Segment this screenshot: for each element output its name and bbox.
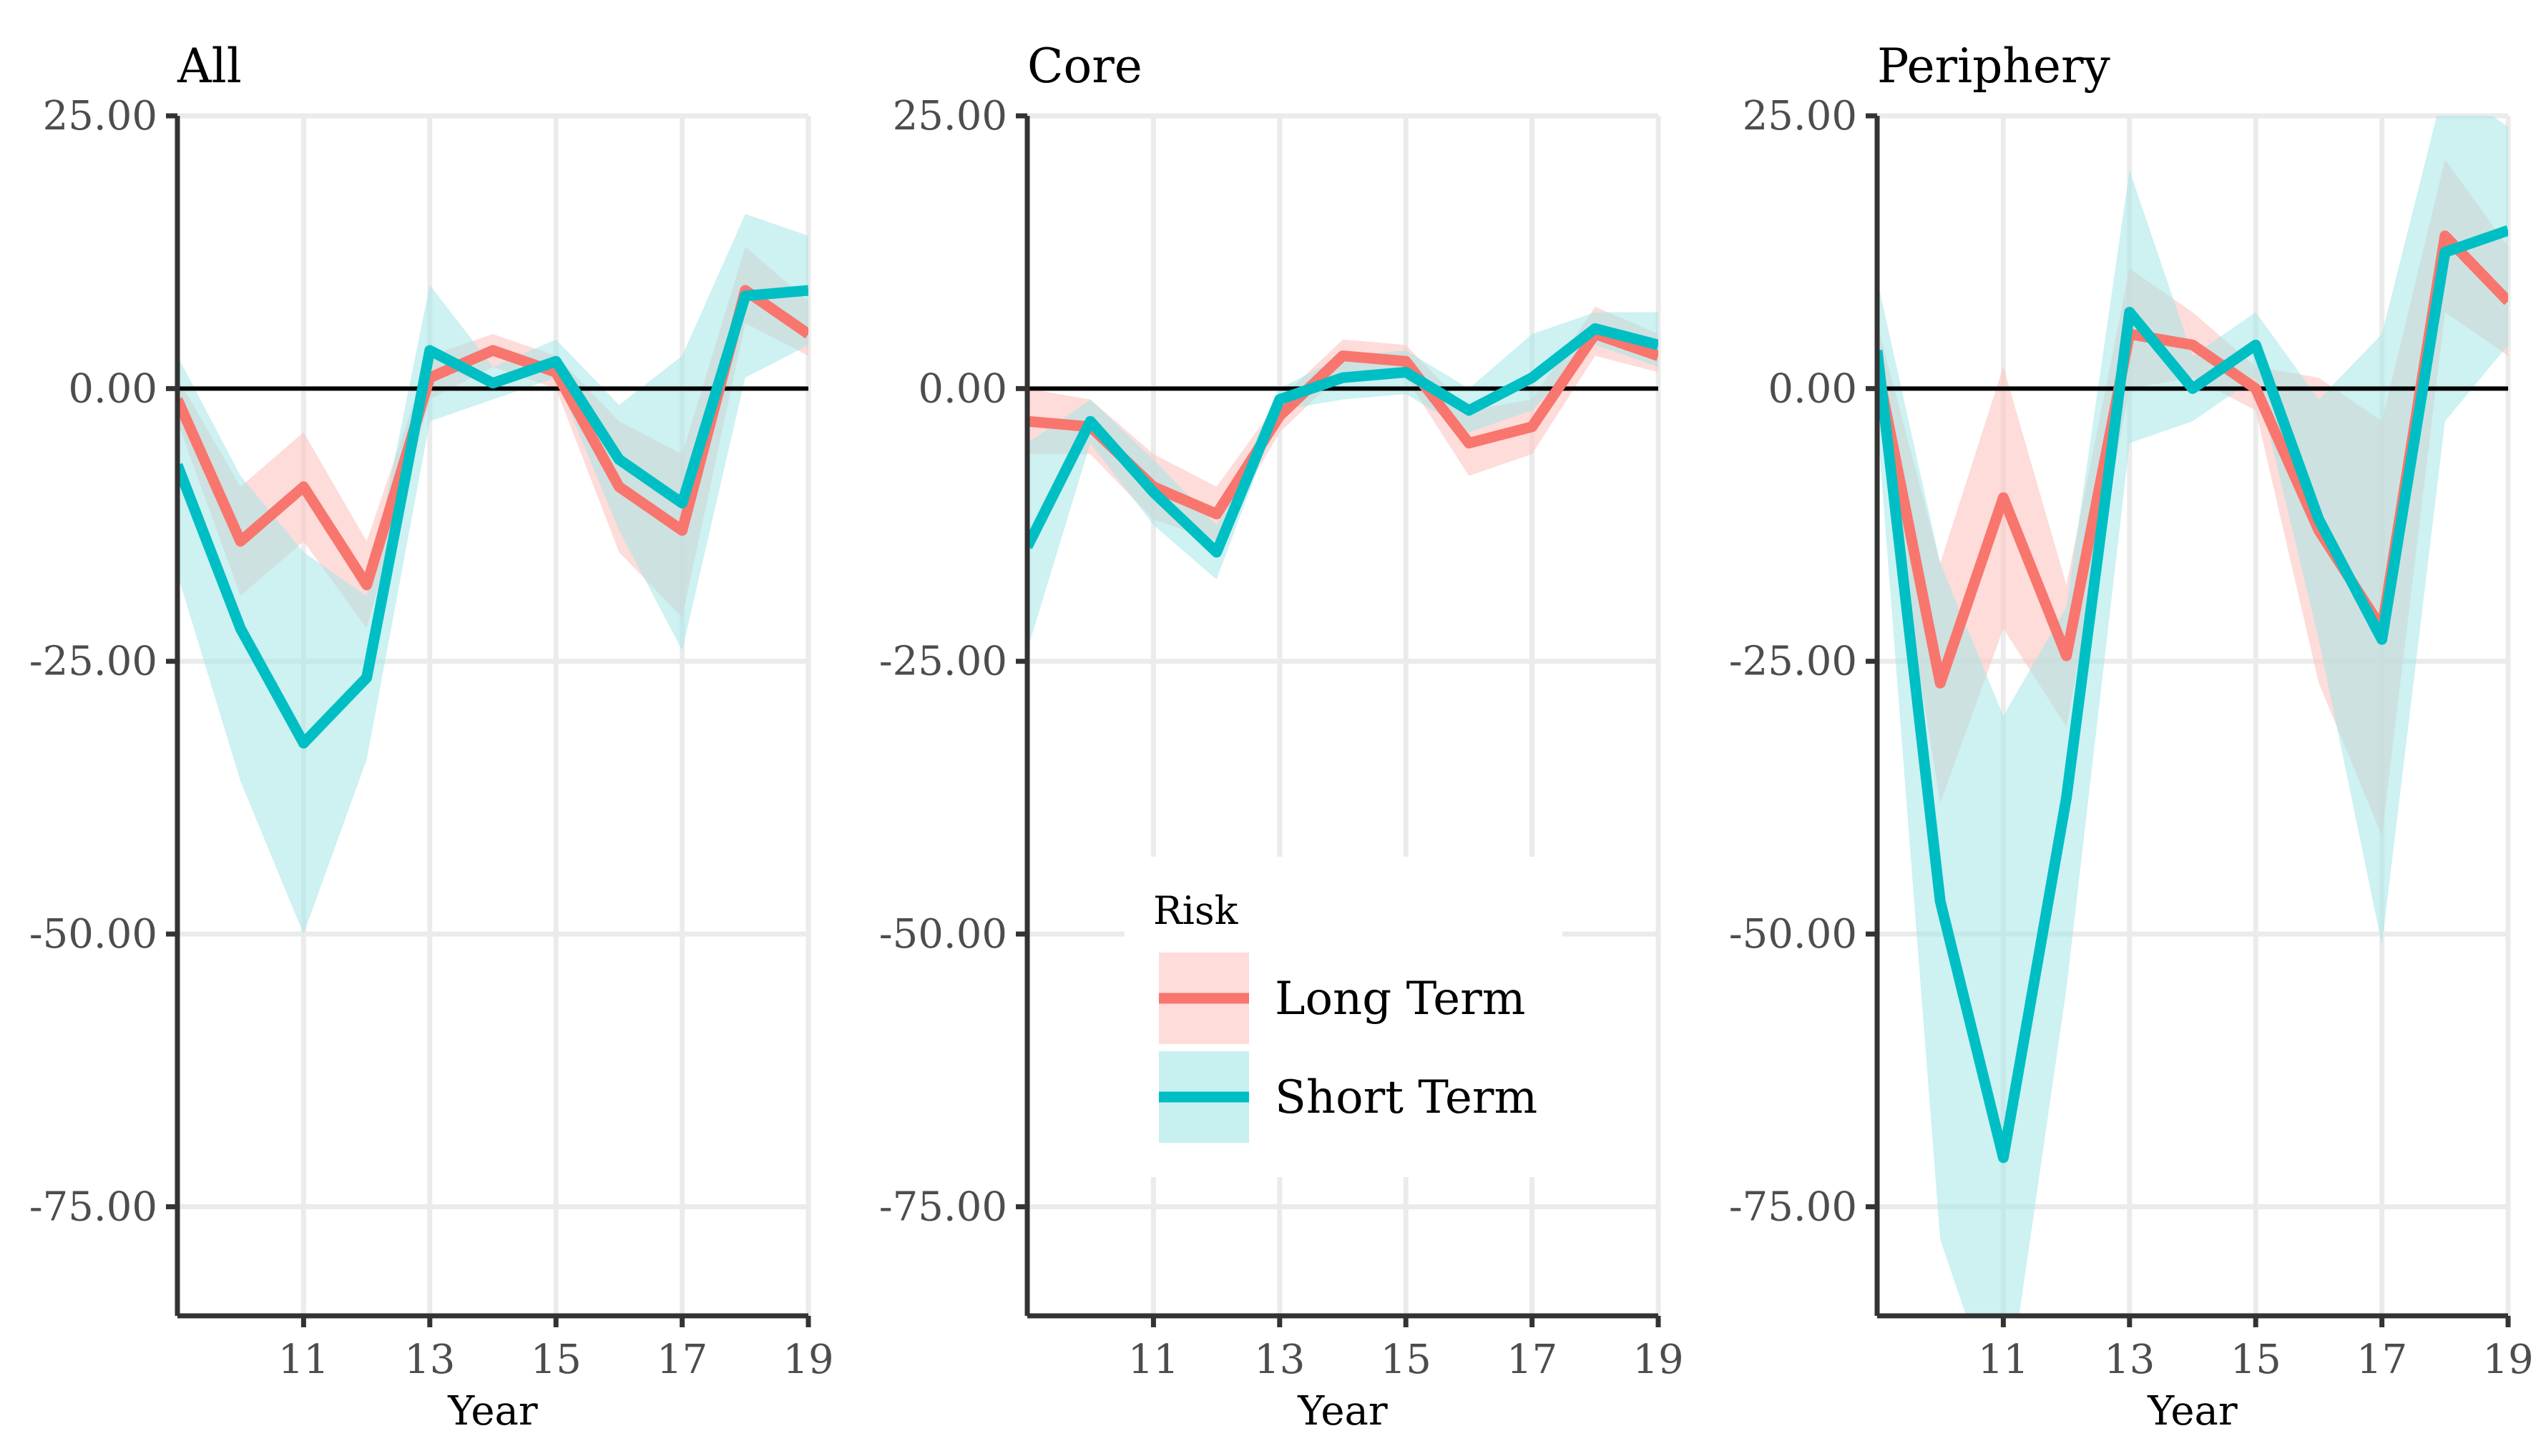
y-tick-label: 0.00 <box>1768 365 1857 412</box>
short-term-series-line <box>1877 225 2508 1164</box>
y-tick-label: -75.00 <box>879 1184 1007 1230</box>
plot-area <box>177 214 808 935</box>
long-term-confidence-band <box>1027 306 1658 541</box>
x-axis-title: Year <box>1297 1388 1388 1435</box>
legend-key-short-term: Short Term <box>1159 1051 1537 1143</box>
short-term-series-line <box>1027 323 1658 558</box>
y-tick-label: -75.00 <box>1729 1184 1857 1230</box>
y-tick-label: 25.00 <box>1743 93 1857 139</box>
x-tick-label: 15 <box>2231 1337 2281 1383</box>
y-tick-label: 0.00 <box>68 365 157 412</box>
x-tick-label: 15 <box>1381 1337 1431 1383</box>
y-tick-label: 25.00 <box>43 93 157 139</box>
panel-title: All <box>177 39 242 94</box>
x-tick-label: 13 <box>2104 1337 2155 1383</box>
x-tick-label: 15 <box>531 1337 582 1383</box>
y-tick-label: -75.00 <box>29 1184 157 1230</box>
x-tick-label: 11 <box>278 1337 329 1383</box>
x-tick-label: 19 <box>2482 1337 2533 1383</box>
panel-periphery: 25.00 0.00 -25.00 -50.00 -75.00 11 13 15 17 19 Yea… <box>1729 39 2534 1435</box>
y-tick-label: -25.00 <box>29 639 157 685</box>
legend: Risk Long Term Short Term <box>1125 857 1562 1177</box>
x-tick-label: 13 <box>404 1337 455 1383</box>
legend-title: Risk <box>1153 888 1239 933</box>
y-tick-label: -25.00 <box>879 639 1007 685</box>
panel-all: 25.00 0.00 -25.00 -50.00 -75.00 11 13 15 17 19 Yea… <box>29 39 834 1435</box>
y-tick-label: -50.00 <box>879 911 1007 958</box>
plot-area <box>1877 116 2508 1316</box>
x-tick-label: 19 <box>1632 1337 1683 1383</box>
short-term-series-line <box>177 285 808 749</box>
x-tick-label: 13 <box>1254 1337 1305 1383</box>
y-tick-label: 0.00 <box>918 365 1007 412</box>
x-tick-label: 19 <box>783 1337 833 1383</box>
x-tick-label: 17 <box>2356 1337 2407 1383</box>
y-tick-label: -50.00 <box>1729 911 1857 958</box>
x-axis-title: Year <box>447 1388 538 1435</box>
panel-core: 25.00 0.00 -25.00 -50.00 -75.00 11 13 15 17 19 Yea… <box>879 39 1684 1435</box>
x-tick-label: 17 <box>657 1337 708 1383</box>
x-axis-title: Year <box>2147 1388 2238 1435</box>
panel-title: Periphery <box>1877 39 2111 94</box>
legend-key-long-term: Long Term <box>1159 953 1525 1044</box>
y-tick-label: -50.00 <box>29 911 157 958</box>
legend-label: Short Term <box>1275 1071 1537 1124</box>
x-tick-label: 11 <box>1128 1337 1179 1383</box>
y-tick-label: 25.00 <box>893 93 1007 139</box>
short-term-confidence-band <box>177 214 808 935</box>
y-tick-label: -25.00 <box>1729 639 1857 685</box>
legend-label: Long Term <box>1275 973 1525 1025</box>
panel-title: Core <box>1027 39 1142 94</box>
short-term-confidence-band <box>1877 116 2508 1316</box>
x-tick-label: 11 <box>1978 1337 2029 1383</box>
plot-area <box>1027 306 1658 651</box>
x-tick-label: 17 <box>1507 1337 1557 1383</box>
